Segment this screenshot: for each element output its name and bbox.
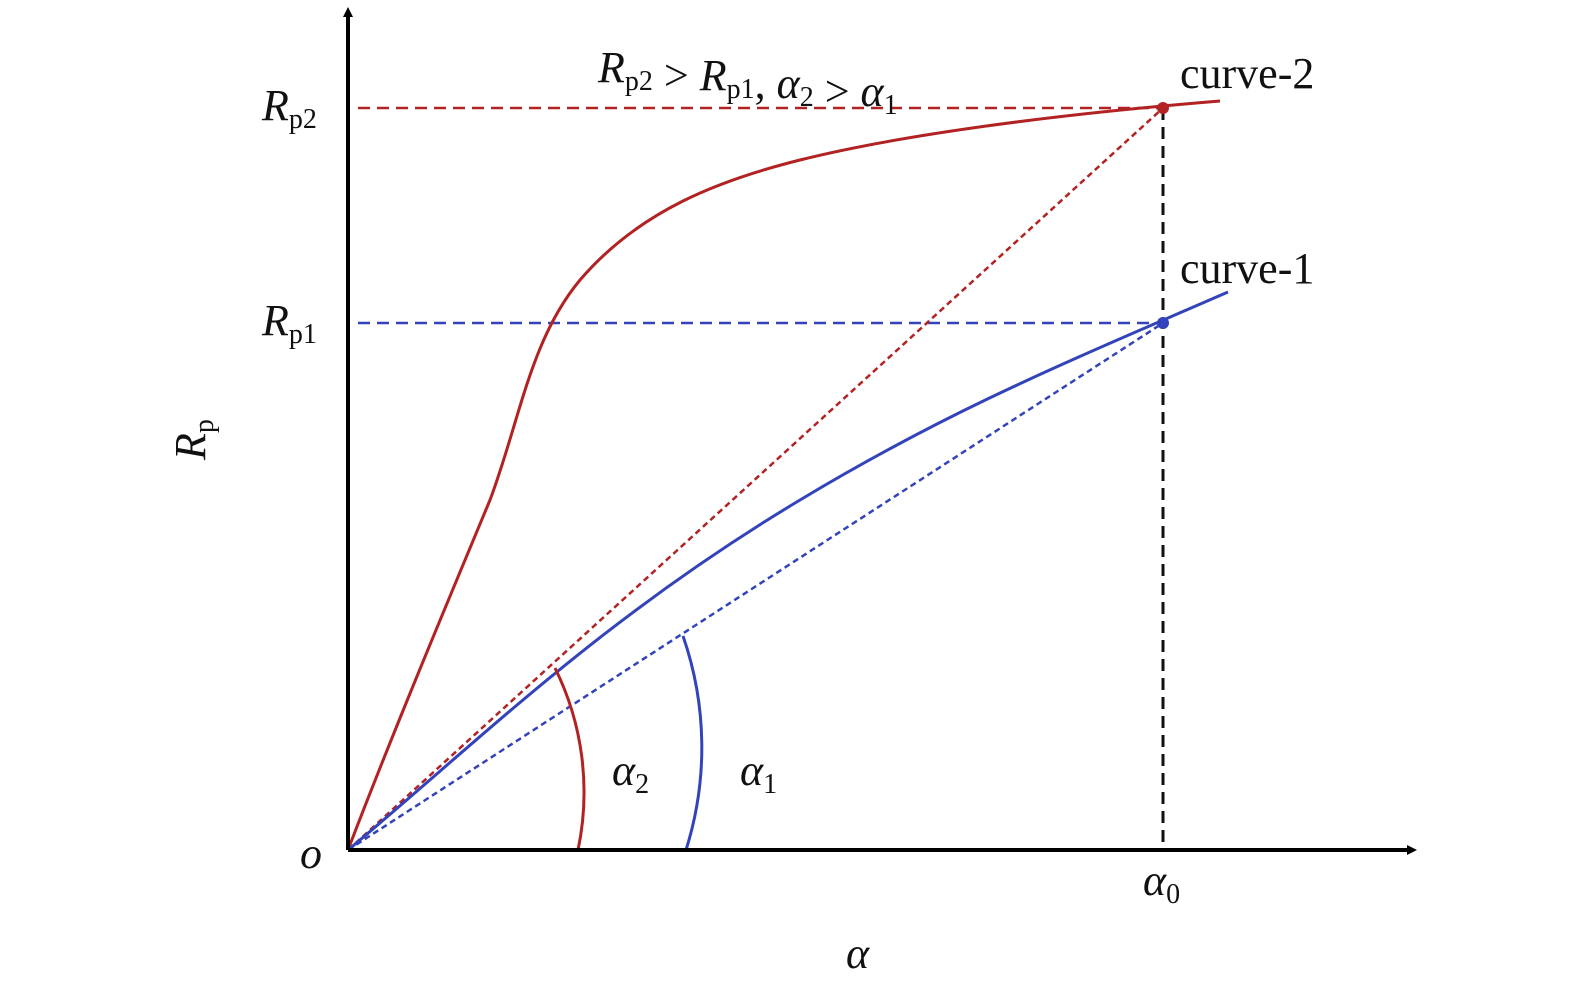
alpha1-label: α1 <box>740 746 777 800</box>
text-part: p2 <box>289 104 317 135</box>
text-part: p1 <box>289 319 317 350</box>
point-1 <box>1157 317 1169 329</box>
text-part: α <box>846 929 870 978</box>
text-part: 1 <box>763 769 777 800</box>
alpha-label: α <box>846 929 870 978</box>
text-part: α <box>740 746 764 795</box>
text-part: 1 <box>884 90 898 121</box>
curve2-label: curve-2 <box>1180 49 1314 98</box>
alpha0-label: α0 <box>1143 856 1180 910</box>
secant-1 <box>347 321 1164 852</box>
text-part: α <box>1143 856 1167 905</box>
text-part: o <box>300 829 322 878</box>
text-part: > <box>814 67 861 116</box>
text-part: R <box>166 433 215 461</box>
text-part: R <box>261 81 289 130</box>
text-part: curve-1 <box>1180 244 1314 293</box>
text-part: R <box>699 51 727 100</box>
text-part: 0 <box>1166 879 1180 910</box>
text-part: 2 <box>800 82 814 113</box>
curve1-label: curve-1 <box>1180 244 1314 293</box>
curve-1 <box>347 290 1229 852</box>
text-part: , <box>755 59 777 108</box>
text-part: p1 <box>727 74 755 105</box>
text-part: p2 <box>625 66 653 97</box>
text-part: α <box>777 59 801 108</box>
secant-2 <box>347 107 1164 851</box>
text-part: α <box>861 67 885 116</box>
origin-label: o <box>300 829 322 878</box>
text-part: curve-2 <box>1180 49 1314 98</box>
angle-arc-2 <box>553 667 586 851</box>
rp1-label: Rp1 <box>261 296 317 350</box>
curve-2 <box>346 99 1221 851</box>
rp2-label: Rp2 <box>261 81 317 135</box>
text-part: > <box>653 51 700 100</box>
angle-arc-1 <box>681 635 704 851</box>
text-part: R <box>261 296 289 345</box>
rp-label: Rp <box>166 419 220 461</box>
text-part: p <box>189 419 220 433</box>
text-part: 2 <box>635 769 649 800</box>
annotation: Rp2 > Rp1, α2 > α1 <box>597 43 898 121</box>
text-part: α <box>612 746 636 795</box>
text-part: R <box>597 43 625 92</box>
point-2 <box>1157 102 1169 114</box>
alpha2-label: α2 <box>612 746 649 800</box>
